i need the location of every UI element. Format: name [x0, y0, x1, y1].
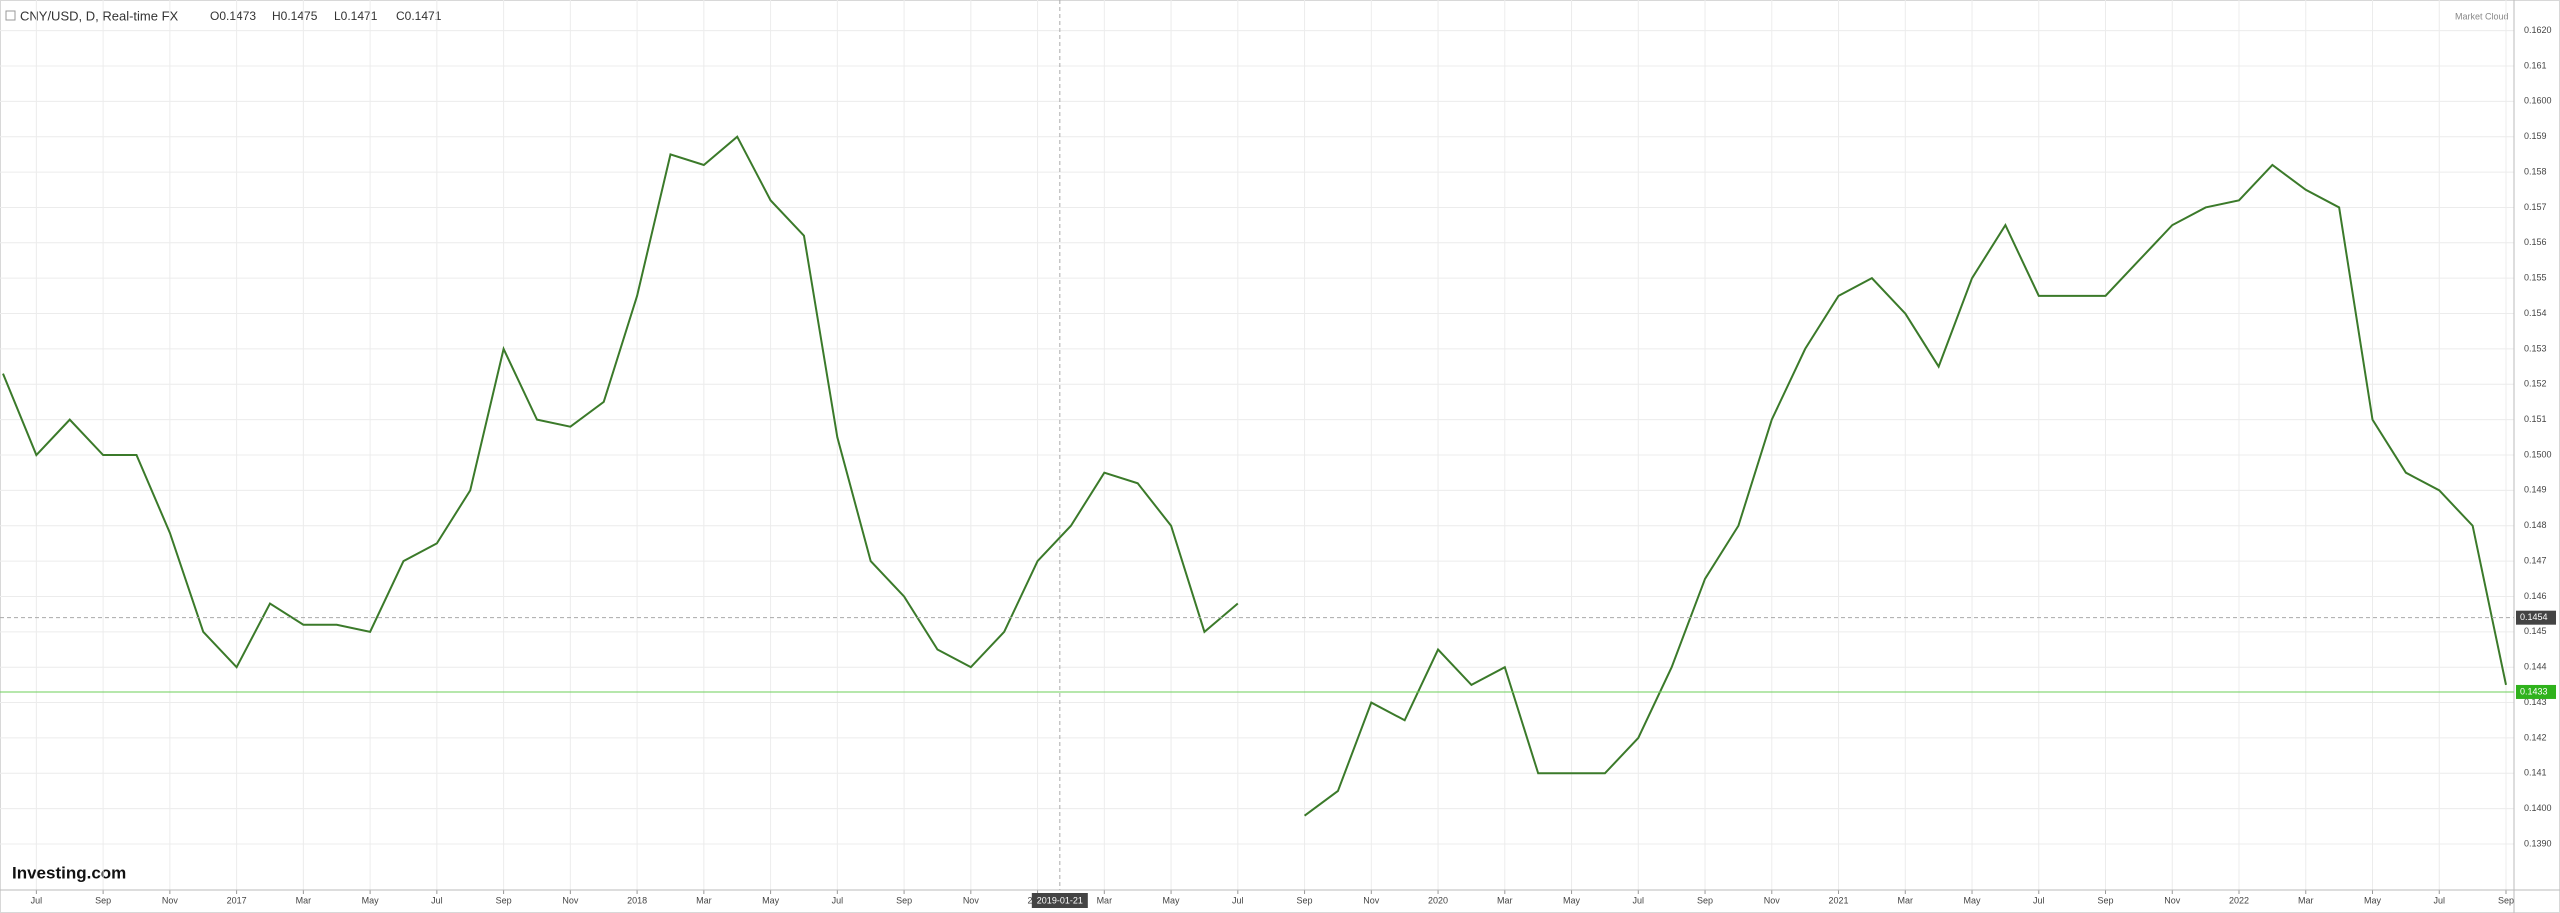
x-tick-label: Nov	[1363, 895, 1380, 905]
collapse-icon[interactable]	[5, 10, 16, 21]
x-tick-label: Sep	[496, 895, 512, 905]
y-tick-label: 0.1600	[2524, 96, 2552, 106]
x-tick-label: Nov	[162, 895, 179, 905]
x-tick-label: Sep	[896, 895, 912, 905]
x-tick-label: 2022	[2229, 895, 2249, 905]
x-tick-label: Jul	[2433, 895, 2445, 905]
x-tick-label: May	[2364, 895, 2382, 905]
crosshair-date-tag	[1031, 893, 1088, 908]
x-tick-label: May	[762, 895, 780, 905]
x-tick-label: Sep	[1297, 895, 1313, 905]
x-tick-label: Mar	[296, 895, 312, 905]
x-tick-label: Sep	[2098, 895, 2114, 905]
source-label: Market Cloud	[2455, 11, 2509, 21]
y-tick-label: 0.157	[2524, 202, 2547, 212]
y-tick-label: 0.1620	[2524, 25, 2552, 35]
logo: Investing.com	[12, 863, 126, 882]
y-tick-label: 0.142	[2524, 732, 2547, 742]
x-tick-label: Jul	[1232, 895, 1244, 905]
y-tick-label: 0.146	[2524, 591, 2547, 601]
y-tick-label: 0.153	[2524, 343, 2547, 353]
x-tick-label: 2017	[227, 895, 247, 905]
ohlc-value: O0.1473	[210, 9, 256, 23]
x-tick-label: 2018	[627, 895, 647, 905]
x-tick-label: Sep	[95, 895, 111, 905]
x-tick-label: Jul	[832, 895, 844, 905]
y-tick-label: 0.145	[2524, 626, 2547, 636]
y-tick-label: 0.156	[2524, 237, 2547, 247]
x-tick-label: Nov	[1764, 895, 1781, 905]
x-tick-label: Jul	[2033, 895, 2045, 905]
x-tick-label: Nov	[562, 895, 579, 905]
x-tick-label: Jul	[431, 895, 443, 905]
y-tick-label: 0.154	[2524, 308, 2547, 318]
x-tick-label: Sep	[2498, 895, 2514, 905]
ohlc-value: L0.1471	[334, 9, 378, 23]
x-tick-label: Jul	[1633, 895, 1645, 905]
y-tick-label: 0.155	[2524, 273, 2547, 283]
x-tick-label: 2020	[1428, 895, 1448, 905]
x-tick-label: Mar	[1898, 895, 1914, 905]
price-line	[2, 135, 2507, 817]
y-tick-label: 0.159	[2524, 131, 2547, 141]
y-tick-label: 0.1500	[2524, 449, 2552, 459]
x-tick-label: Mar	[1497, 895, 1513, 905]
y-tick-label: 0.143	[2524, 697, 2547, 707]
y-tick-label: 0.1390	[2524, 838, 2552, 848]
x-tick-label: Nov	[2164, 895, 2181, 905]
y-tick-label: 0.141	[2524, 768, 2547, 778]
x-tick-label: Nov	[963, 895, 980, 905]
x-tick-label: Mar	[696, 895, 712, 905]
y-tick-label: 0.161	[2524, 60, 2547, 70]
x-tick-label: May	[362, 895, 380, 905]
y-tick-label: 0.1400	[2524, 803, 2552, 813]
y-tick-label: 0.148	[2524, 520, 2547, 530]
crosshair-price-label: 0.1454	[2520, 612, 2548, 622]
x-tick-label: Mar	[1097, 895, 1113, 905]
crosshair-date-label: 2019-01-21	[1037, 895, 1083, 905]
x-tick-label: 2021	[1829, 895, 1849, 905]
x-tick-label: Sep	[1697, 895, 1713, 905]
ohlc-value: H0.1475	[272, 9, 318, 23]
crosshair-price-tag	[2516, 610, 2556, 625]
x-tick-label: May	[1563, 895, 1581, 905]
x-tick-label: Jul	[31, 895, 43, 905]
x-tick-label: May	[1964, 895, 1982, 905]
y-tick-label: 0.149	[2524, 485, 2547, 495]
y-tick-label: 0.151	[2524, 414, 2547, 424]
ohlc-value: C0.1471	[396, 9, 442, 23]
symbol-title: CNY/USD, D, Real-time FX	[20, 8, 179, 23]
x-tick-label: Mar	[2298, 895, 2314, 905]
x-tick-label: May	[1163, 895, 1181, 905]
y-tick-label: 0.147	[2524, 555, 2547, 565]
y-tick-label: 0.152	[2524, 379, 2547, 389]
y-tick-label: 0.158	[2524, 166, 2547, 176]
last-price-label: 0.1433	[2520, 686, 2548, 696]
last-price-tag	[2516, 684, 2556, 699]
y-tick-label: 0.144	[2524, 662, 2547, 672]
